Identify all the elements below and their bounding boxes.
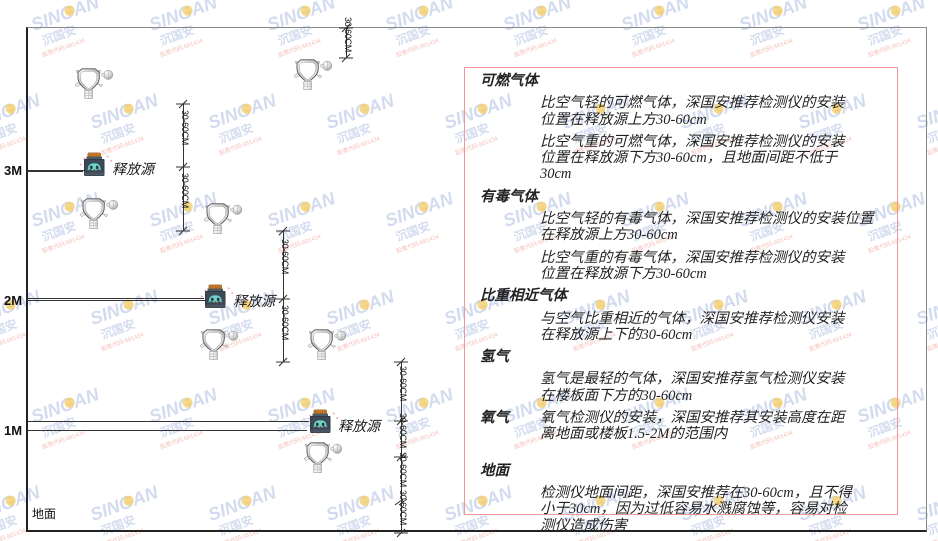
svg-text:沉国安: 沉国安 [0,121,19,146]
svg-text:股票代码:681434: 股票代码:681434 [926,526,938,541]
svg-text:SING: SING [0,99,18,133]
svg-text:AN: AN [69,0,102,20]
svg-text:AN: AN [541,0,574,20]
svg-text:股票代码:681434: 股票代码:681434 [0,526,28,541]
svg-text:沉国安: 沉国安 [0,317,19,342]
svg-text:AN: AN [423,0,456,20]
svg-text:SING: SING [0,491,18,525]
svg-text:AN: AN [659,0,692,20]
svg-text:AN: AN [305,0,338,20]
svg-text:股票代码:681434: 股票代码:681434 [926,134,938,157]
svg-text:AN: AN [895,0,928,20]
svg-text:AN: AN [777,0,810,20]
svg-text:AN: AN [187,0,220,20]
svg-text:沉国安: 沉国安 [0,513,19,538]
svg-text:股票代码:681434: 股票代码:681434 [0,330,28,353]
svg-text:股票代码:681434: 股票代码:681434 [926,330,938,353]
svg-text:股票代码:681434: 股票代码:681434 [0,134,28,157]
